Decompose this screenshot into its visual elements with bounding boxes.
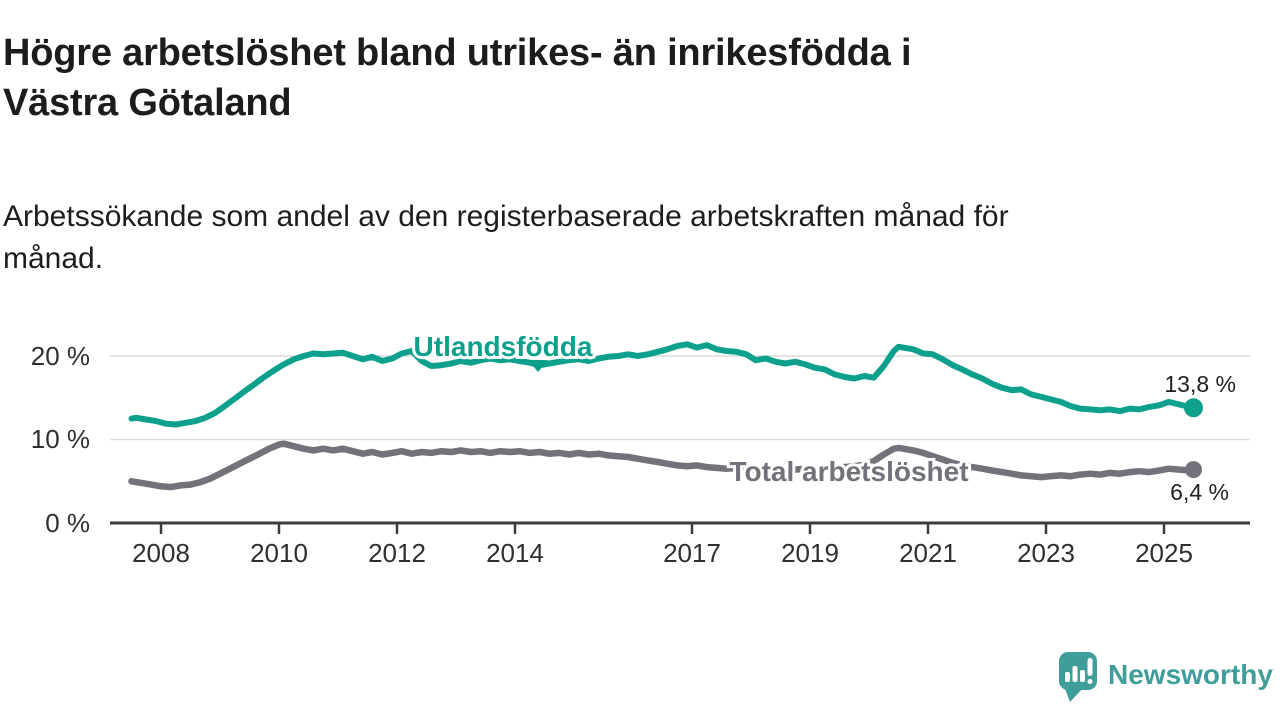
y-tick-label-10: 10 %	[31, 424, 90, 454]
x-tick-label-2017: 2017	[663, 538, 721, 568]
page-title-line-1: Högre arbetslöshet bland utrikes- än inr…	[3, 32, 912, 74]
end-value-label-total: 6,4 %	[1170, 479, 1229, 505]
x-tick-label-2021: 2021	[899, 538, 957, 568]
y-tick-label-0: 0 %	[45, 508, 90, 538]
newsworthy-logo-text: Newsworthy	[1108, 659, 1273, 690]
line-total-arbetsloshet	[128, 440, 1197, 491]
endpoint-dot-utlandsfodda	[1184, 398, 1203, 418]
series-label-total: Total arbetslöshet	[729, 456, 968, 487]
chart-subtitle-line-1: Arbetssökande som andel av den registerb…	[3, 200, 1009, 233]
chart-subtitle: Arbetssökande som andel av den registerb…	[3, 196, 1183, 280]
line-utlandsfodda	[128, 341, 1197, 428]
x-tick-label-2025: 2025	[1135, 538, 1193, 568]
endpoint-dot-total	[1185, 461, 1202, 479]
chart-subtitle-line-2: månad.	[3, 242, 104, 275]
page-title-line-2: Västra Götaland	[3, 82, 292, 124]
page-title: Högre arbetslöshet bland utrikes- än inr…	[3, 28, 1183, 128]
y-tick-label-20: 20 %	[31, 341, 90, 371]
x-tick-label-2014: 2014	[486, 538, 544, 568]
x-tick-label-2008: 2008	[132, 538, 190, 568]
bar-chart-speech-bubble-icon	[1059, 652, 1097, 702]
x-tick-label-2019: 2019	[781, 538, 839, 568]
x-tick-label-2012: 2012	[368, 538, 426, 568]
label-arrow-down-icon	[528, 360, 548, 372]
newsworthy-logo[interactable]: Newsworthy	[1052, 645, 1280, 705]
x-tick-label-2023: 2023	[1017, 538, 1075, 568]
x-tick-label-2010: 2010	[250, 538, 308, 568]
series-label-utlandsfodda: Utlandsfödda	[414, 331, 593, 362]
end-value-label-utlandsfodda: 13,8 %	[1164, 371, 1236, 397]
